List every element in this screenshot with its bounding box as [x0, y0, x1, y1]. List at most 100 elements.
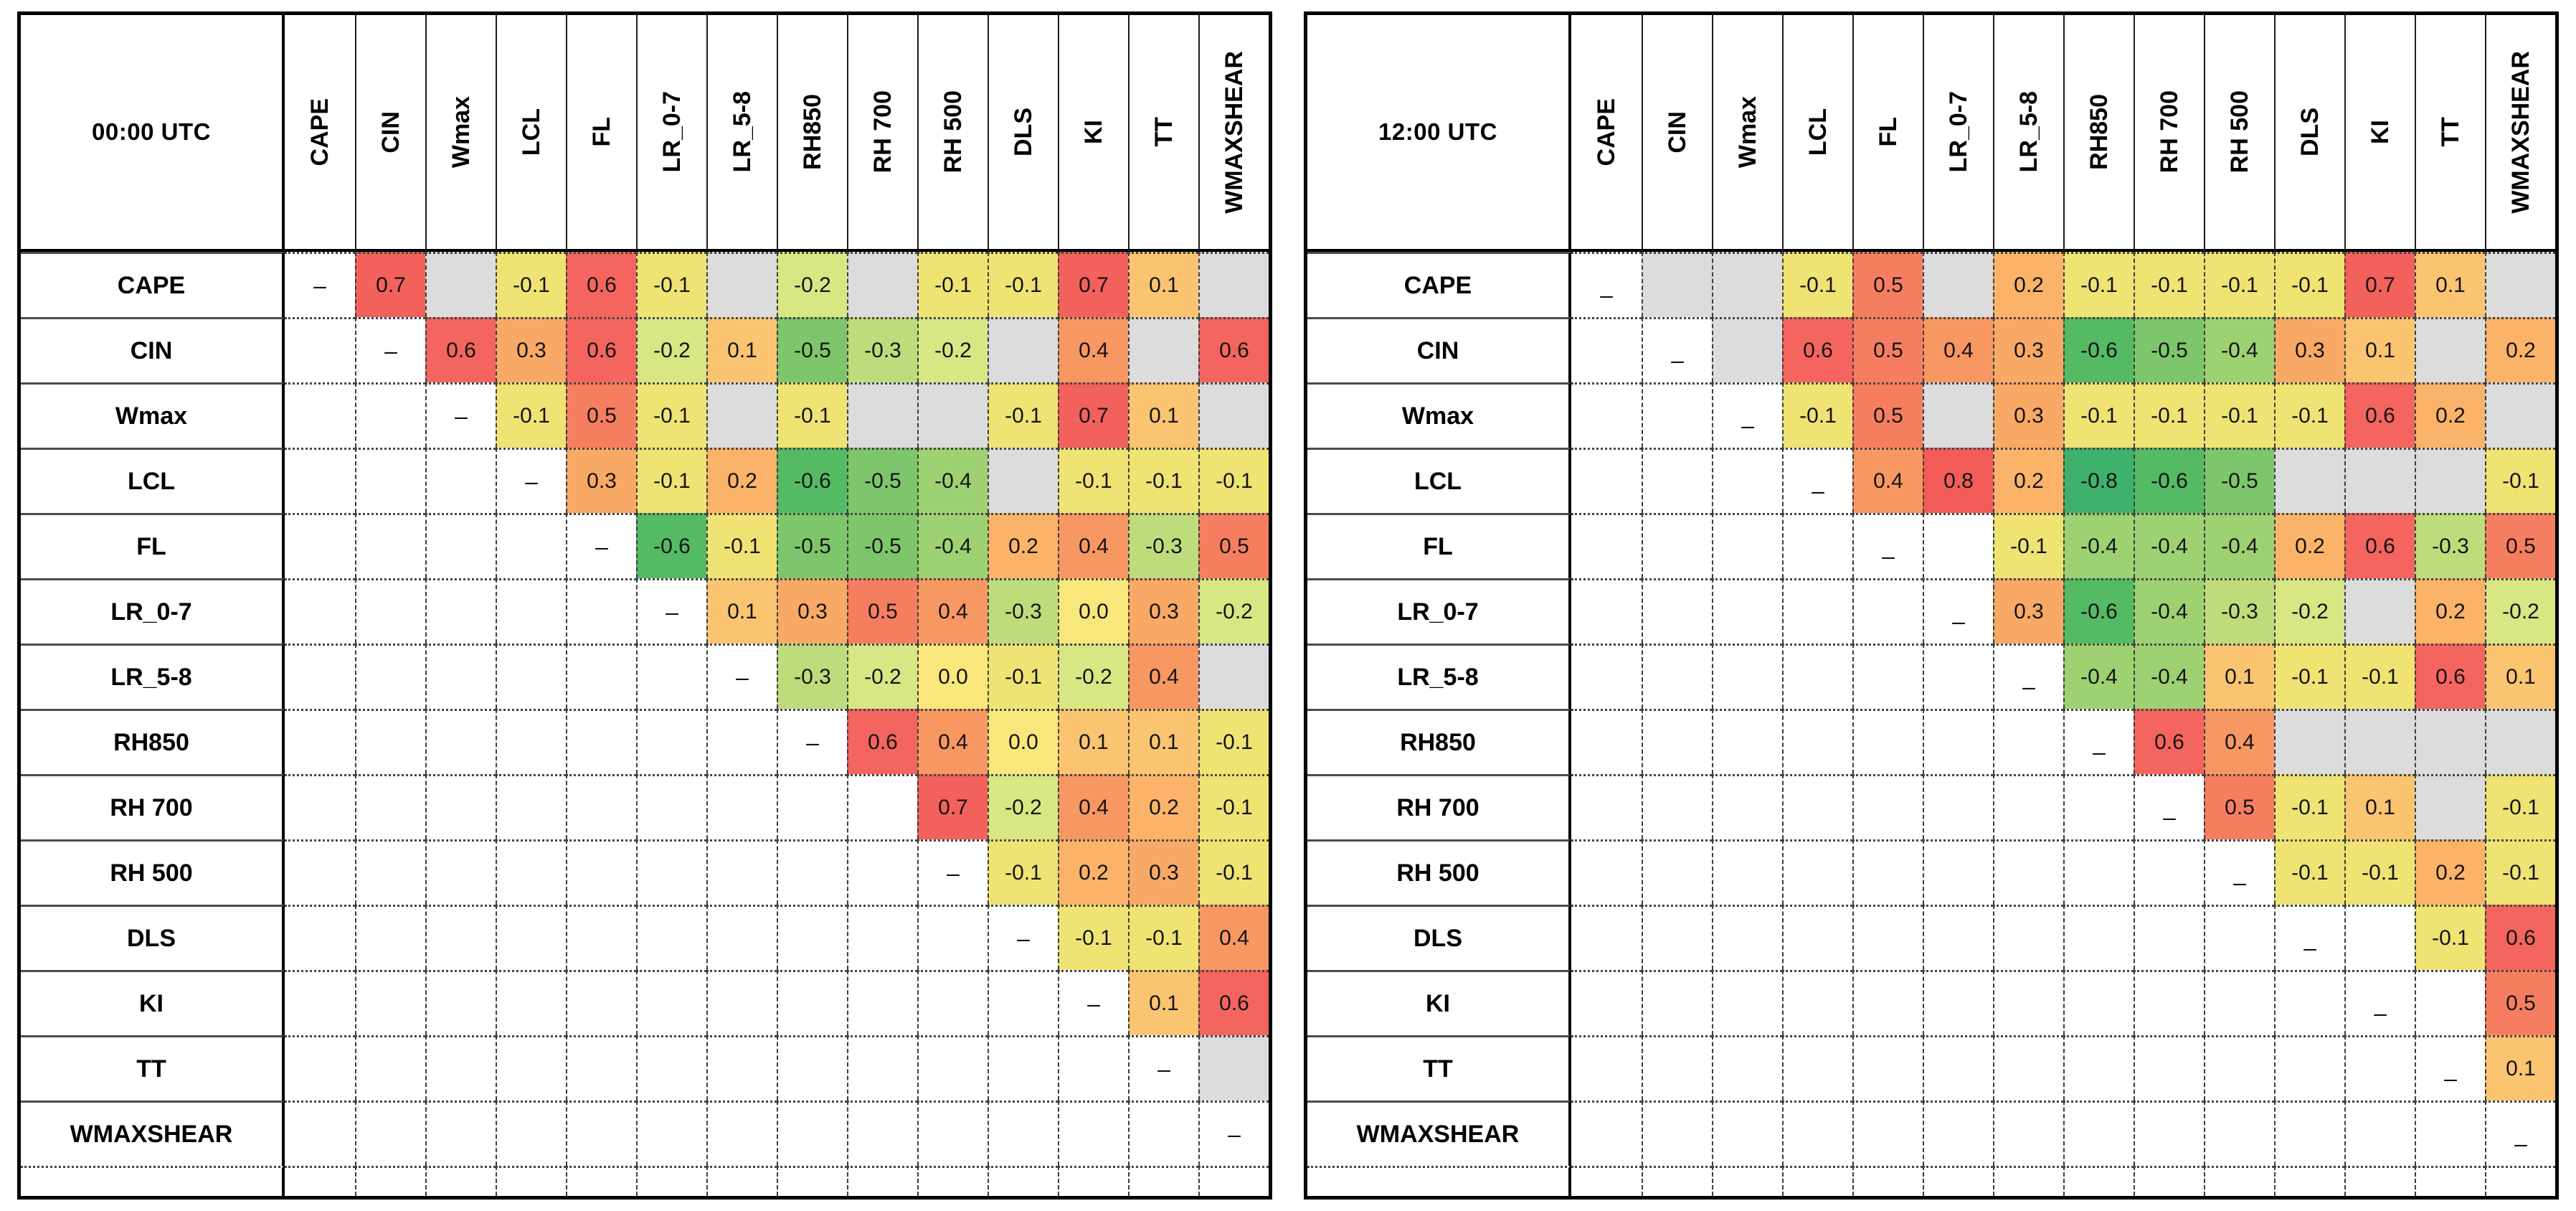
column-header: KI — [2344, 15, 2415, 252]
empty-cell — [636, 1101, 706, 1166]
column-header: CAPE — [1571, 15, 1642, 252]
column-header-label: LCL — [1804, 108, 1832, 156]
empty-cell — [1712, 970, 1782, 1035]
row-label: LCL — [1307, 448, 1571, 513]
row-label: KI — [21, 970, 285, 1035]
empty-cell — [917, 905, 988, 970]
correlation-cell: 0.7 — [917, 774, 988, 839]
masked-cell — [2485, 709, 2555, 774]
correlation-cell: 0.2 — [1993, 448, 2063, 513]
correlation-cell: 0.1 — [1128, 970, 1198, 1035]
correlation-cell: -0.6 — [2134, 448, 2204, 513]
empty-cell — [1852, 644, 1923, 709]
masked-cell — [1128, 317, 1198, 382]
empty-cell — [917, 970, 988, 1035]
empty-cell — [1923, 970, 1993, 1035]
column-header-label: RH850 — [2085, 94, 2113, 170]
empty-cell — [2274, 1101, 2344, 1166]
empty-cell — [285, 709, 355, 774]
correlation-cell: -0.1 — [2134, 252, 2204, 317]
empty-cell — [706, 709, 777, 774]
correlation-cell: 0.1 — [706, 578, 777, 644]
diagonal-dash: – — [2374, 999, 2387, 1026]
correlation-cell: 0.2 — [1993, 252, 2063, 317]
empty-cell — [1571, 578, 1642, 644]
empty-cell — [285, 905, 355, 970]
empty-cell — [1571, 709, 1642, 774]
row-label: WMAXSHEAR — [1307, 1101, 1571, 1166]
diagonal-dash: – — [2163, 804, 2176, 830]
masked-cell — [2274, 448, 2344, 513]
row-label: KI — [1307, 970, 1571, 1035]
correlation-cell: -0.1 — [1782, 252, 1852, 317]
empty-cell — [1642, 1035, 1712, 1101]
row-label: Wmax — [1307, 382, 1571, 448]
empty-cell — [2204, 1035, 2274, 1101]
correlation-cell: -0.1 — [1198, 839, 1269, 905]
empty-cell — [1852, 1101, 1923, 1166]
correlation-cell: 0.5 — [2485, 513, 2555, 578]
correlation-cell: -0.4 — [2204, 513, 2274, 578]
correlation-cell: -0.2 — [2274, 578, 2344, 644]
spacer-cell — [1128, 1166, 1198, 1196]
empty-cell — [1571, 970, 1642, 1035]
empty-cell — [425, 839, 496, 905]
correlation-cell: 0.6 — [2415, 644, 2485, 709]
empty-cell — [1642, 382, 1712, 448]
column-header: LCL — [1782, 15, 1852, 252]
masked-cell — [1198, 644, 1269, 709]
correlation-cell: 0.1 — [2204, 644, 2274, 709]
empty-cell — [1782, 774, 1852, 839]
row-label: CIN — [21, 317, 285, 382]
correlation-cell: -0.2 — [1058, 644, 1128, 709]
spacer-cell — [2485, 1166, 2555, 1196]
spacer-cell — [847, 1166, 917, 1196]
row-label: RH 700 — [1307, 774, 1571, 839]
empty-cell — [1058, 1101, 1128, 1166]
correlation-cell: -0.6 — [2063, 578, 2134, 644]
empty-cell — [847, 970, 917, 1035]
spacer-cell — [1198, 1166, 1269, 1196]
correlation-cell: -0.4 — [2134, 513, 2204, 578]
column-header-label: WMAXSHEAR — [2506, 50, 2534, 214]
empty-cell — [2204, 970, 2274, 1035]
empty-cell — [706, 970, 777, 1035]
correlation-cell: -0.5 — [777, 513, 847, 578]
empty-cell — [355, 839, 425, 905]
correlation-cell: 0.4 — [1128, 644, 1198, 709]
empty-cell — [1058, 1035, 1128, 1101]
correlation-cell: 0.2 — [988, 513, 1058, 578]
empty-cell — [1642, 513, 1712, 578]
column-header-label: Wmax — [1733, 95, 1761, 169]
empty-cell — [566, 1035, 636, 1101]
diagonal-cell: – — [2485, 1101, 2555, 1166]
empty-cell — [2063, 839, 2134, 905]
correlation-cell: -0.1 — [988, 252, 1058, 317]
correlation-cell: -0.1 — [2485, 448, 2555, 513]
masked-cell — [2415, 774, 2485, 839]
empty-cell — [2134, 839, 2204, 905]
empty-cell — [1642, 839, 1712, 905]
empty-cell — [496, 905, 566, 970]
column-header-label: Wmax — [447, 95, 475, 169]
row-label: RH 500 — [1307, 839, 1571, 905]
empty-cell — [1571, 382, 1642, 448]
empty-cell — [2134, 905, 2204, 970]
diagonal-cell: – — [355, 317, 425, 382]
diagonal-cell: – — [1852, 513, 1923, 578]
empty-cell — [566, 905, 636, 970]
empty-cell — [496, 839, 566, 905]
row-label: WMAXSHEAR — [21, 1101, 285, 1166]
correlation-cell: -0.2 — [2485, 578, 2555, 644]
masked-cell — [2485, 252, 2555, 317]
diagonal-cell: – — [988, 905, 1058, 970]
empty-cell — [1852, 905, 1923, 970]
empty-cell — [706, 1101, 777, 1166]
diagonal-dash: – — [2303, 934, 2316, 961]
correlation-cell: -0.4 — [2063, 644, 2134, 709]
spacer-cell — [2063, 1166, 2134, 1196]
masked-cell — [1712, 252, 1782, 317]
empty-cell — [1571, 448, 1642, 513]
diagonal-dash: – — [2233, 869, 2246, 895]
